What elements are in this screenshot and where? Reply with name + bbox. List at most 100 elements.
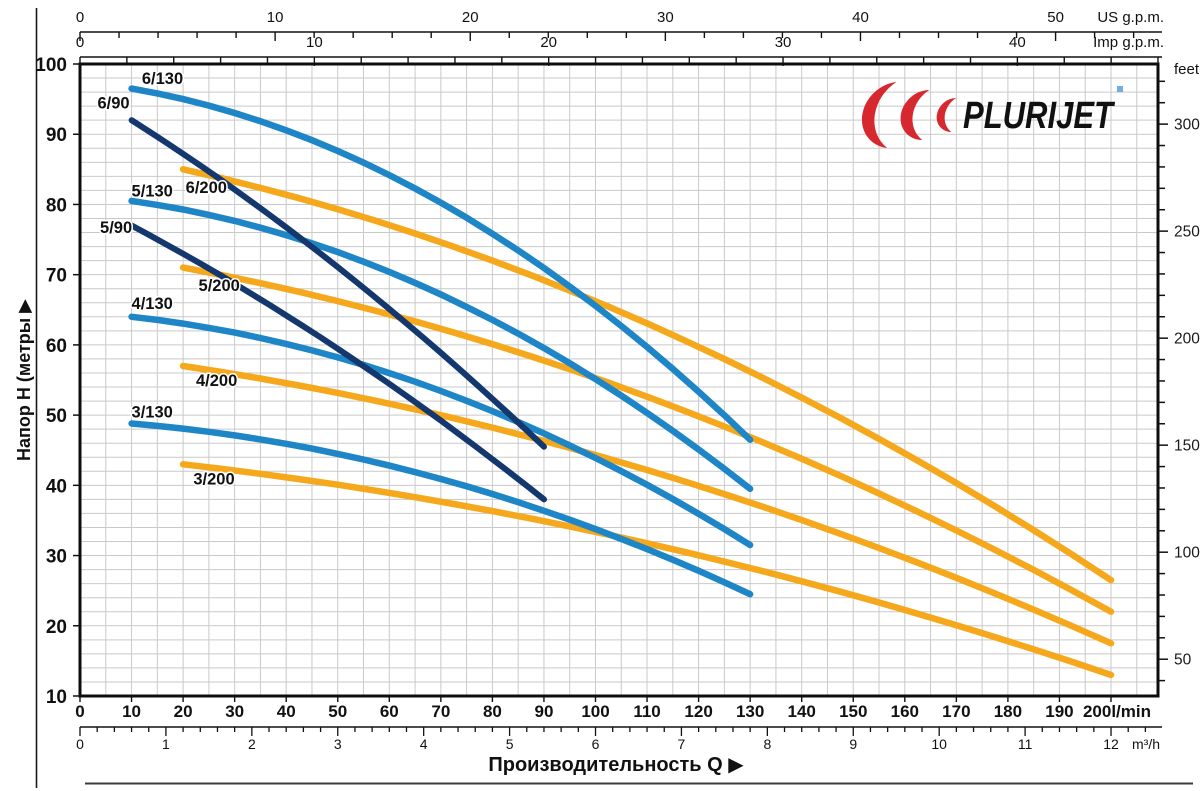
tick-label: 140 <box>788 702 816 721</box>
tick-label: 8 <box>763 736 771 752</box>
axis-bottom-m3h: 0 1 2 3 4 5 6 7 8 9 10 11 12 m³/h <box>76 726 1162 752</box>
tick-label: 6 <box>592 736 600 752</box>
tick-label: 200l/min <box>1083 702 1151 721</box>
plot-grid <box>80 64 1158 696</box>
curve-3-130 <box>128 420 754 598</box>
curve-3-200 <box>179 461 1115 679</box>
tick-label: 9 <box>849 736 857 752</box>
tick-label: 110 <box>633 702 660 721</box>
curve-5-130 <box>128 197 754 493</box>
tick-label: 1 <box>162 736 170 752</box>
curve-4-200 <box>179 362 1115 647</box>
tick-label: 200 <box>1174 331 1200 348</box>
tick-label: 150 <box>1174 438 1200 455</box>
curve-4-130 <box>128 313 754 549</box>
tick-label: 7 <box>678 736 686 752</box>
tick-label: 3 <box>334 736 342 752</box>
tick-label: 40 <box>852 9 869 26</box>
tick-label: 20 <box>462 9 479 26</box>
tick-label: 12 <box>1103 736 1119 752</box>
tick-label: 2 <box>248 736 256 752</box>
curve-6-200 <box>179 166 1115 584</box>
tick-label: 90 <box>46 125 67 146</box>
curve-label-4-130: 4/130 <box>132 295 173 313</box>
axis-left-meters: 100 90 80 70 60 50 40 30 20 10 Напор H (метры ▶ <box>14 55 80 708</box>
curve-label-5-90: 5/90 <box>100 219 132 237</box>
m3h-unit-label: m³/h <box>1132 736 1160 752</box>
tick-label: 10 <box>267 9 284 26</box>
tick-label: 100 <box>35 55 67 76</box>
logo-text: PLURIJET <box>963 95 1115 137</box>
tick-label: 20 <box>46 617 67 638</box>
tick-label: 20 <box>174 702 193 721</box>
tick-label: 250 <box>1174 224 1200 241</box>
axis-top-imp-gpm: 0 10 20 30 40 Imp g.p.m. <box>76 34 1164 66</box>
tick-label: 10 <box>931 736 947 752</box>
tick-label: 50 <box>46 406 67 427</box>
tick-label: 60 <box>380 702 399 721</box>
curve-label-5-200: 5/200 <box>199 277 240 295</box>
tick-label: 100 <box>581 702 609 721</box>
tick-label: 30 <box>225 702 244 721</box>
tick-label: 40 <box>46 476 67 497</box>
y-axis-title: Напор H (метры ▶ <box>14 299 34 461</box>
tick-label: 0 <box>75 702 84 721</box>
tick-label: 40 <box>1009 34 1026 51</box>
curve-label-3-200: 3/200 <box>193 470 234 488</box>
curve-6-130 <box>128 85 754 443</box>
tick-label: 180 <box>994 702 1022 721</box>
tick-label: 40 <box>277 702 296 721</box>
axis-bottom-lmin: 0 10 20 30 40 50 60 70 80 90 100 110 120 130 140 150 160… <box>75 697 1151 721</box>
tick-label: 80 <box>483 702 502 721</box>
curve-5-200 <box>179 264 1115 615</box>
tick-label: 60 <box>46 336 67 357</box>
tick-label: 170 <box>942 702 970 721</box>
curve-label-4-200: 4/200 <box>196 372 237 390</box>
tick-label: 30 <box>46 547 67 568</box>
axis-right-feet: 50 100 150 200 250 300 feet <box>1158 61 1200 682</box>
tick-label: 0 <box>76 9 84 26</box>
tick-label: 30 <box>657 9 674 26</box>
curve-label-5-130: 5/130 <box>132 182 173 200</box>
tick-label: 90 <box>534 702 553 721</box>
plot-frame <box>78 62 1160 698</box>
tick-label: 160 <box>891 702 919 721</box>
x-axis-title: Производительность Q ▶ <box>488 754 744 776</box>
curve-6-90 <box>128 117 547 450</box>
tick-label: 50 <box>328 702 347 721</box>
tick-label: 50 <box>1047 9 1064 26</box>
tick-label: 10 <box>46 687 67 708</box>
tick-label: 20 <box>540 34 557 51</box>
tick-label: 30 <box>775 34 792 51</box>
curve-label-6-200: 6/200 <box>186 179 227 197</box>
page-rules <box>35 8 1193 788</box>
tick-label: 190 <box>1045 702 1073 721</box>
tick-label: 300 <box>1174 117 1200 134</box>
tick-label: 150 <box>839 702 867 721</box>
pump-curves <box>128 85 1115 679</box>
tick-label: 11 <box>1018 736 1033 752</box>
tick-label: 70 <box>46 266 67 287</box>
tick-label: 0 <box>76 34 84 51</box>
curve-5-90 <box>128 222 547 503</box>
curve-label-6-90: 6/90 <box>97 95 129 113</box>
axis-top-us-gpm: 0 10 20 30 40 50 US g.p.m. <box>76 9 1164 41</box>
x-axis-title: Производительность Q ▶ <box>488 754 744 776</box>
curve-label-6-130: 6/130 <box>142 70 183 88</box>
tick-label: 100 <box>1174 545 1200 562</box>
feet-unit-label: feet <box>1174 61 1200 78</box>
logo-swoosh <box>861 82 957 148</box>
tick-label: 50 <box>1174 652 1192 669</box>
tick-label: 5 <box>506 736 514 752</box>
tick-label: 80 <box>46 195 67 216</box>
curve-labels: 6/130 5/130 4/130 3/130 6/90 5/90 6/200 5/200 4/… <box>96 69 241 490</box>
tick-label: 10 <box>122 702 141 721</box>
brand-logo: PLURIJET <box>861 82 1123 148</box>
logo-trademark <box>1117 86 1123 92</box>
top-axis-unit: US g.p.m. <box>1097 9 1164 26</box>
tick-label: 130 <box>736 702 764 721</box>
tick-label: 4 <box>420 736 428 752</box>
tick-label: 10 <box>306 34 323 51</box>
